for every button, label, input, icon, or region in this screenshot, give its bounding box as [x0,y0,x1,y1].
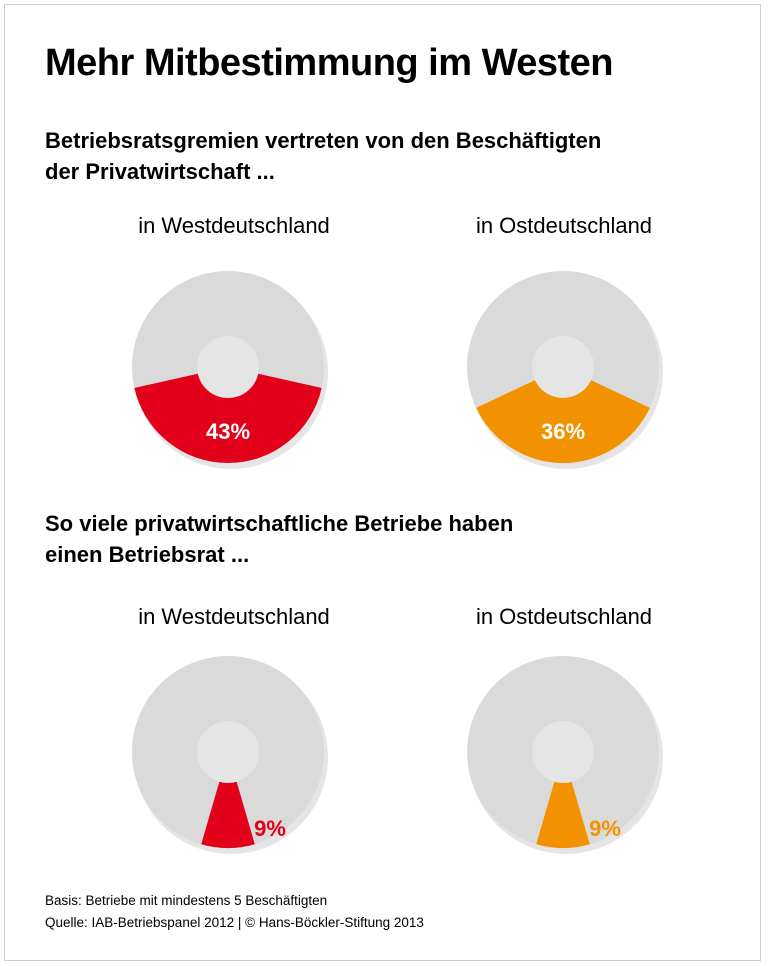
donut-value-segment [536,781,590,848]
donut-value-label: 43% [206,419,250,444]
donut-rest-segment [467,656,659,845]
donut-rest-segment [132,271,324,388]
footer: Basis: Betriebe mit mindestens 5 Beschäf… [45,890,424,934]
footer-source: Quelle: IAB-Betriebspanel 2012 | © Hans-… [45,915,424,930]
region-label-east: in Ostdeutschland [475,604,653,629]
section-title-companies: So viele privatwirtschaftliche Betriebe … [45,508,725,570]
donut-value-label: 9% [254,816,286,841]
chart-frame [4,4,761,961]
donut-rest-segment [132,656,324,845]
donut-chart-employees-west: 43% [132,271,328,469]
donut-value-label: 9% [589,816,621,841]
donut-chart-employees-east: 36% [467,271,663,469]
page-title: Mehr Mitbestimmung im Westen [45,42,614,84]
section-title-line: der Privatwirtschaft ... [45,159,275,184]
donut-chart-companies-east: 9% [467,656,663,854]
donut-rest-segment [467,271,659,408]
region-label-west: in Westdeutschland [138,213,330,238]
section-title-line: Betriebsratsgremien vertreten von den Be… [45,128,602,153]
donut-value-segment [201,781,255,848]
footer-basis: Basis: Betriebe mit mindestens 5 Beschäf… [45,893,328,908]
region-label-west: in Westdeutschland [138,604,330,629]
donut-value-segment [476,380,650,464]
donut-chart-companies-west: 9% [132,656,328,854]
section-title-line: einen Betriebsrat ... [45,542,250,567]
region-label-east: in Ostdeutschland [475,213,653,238]
donut-value-label: 36% [541,419,585,444]
donut-value-segment [134,373,322,463]
section-title-line: So viele privatwirtschaftliche Betriebe … [45,511,514,536]
section-title-employees: Betriebsratsgremien vertreten von den Be… [45,125,725,187]
